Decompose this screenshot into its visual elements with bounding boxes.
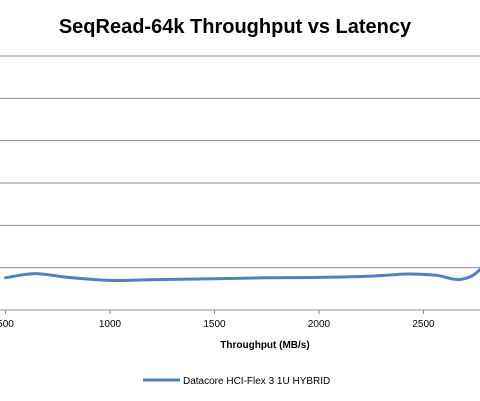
x-tick-label-2500: 2500 [412, 319, 435, 330]
series-layer [4, 267, 480, 282]
legend: Datacore HCI-Flex 3 1U HYBRID [143, 376, 330, 387]
chart-title: SeqRead-64k Throughput vs Latency [59, 16, 412, 38]
series-line-0 [4, 267, 480, 282]
gridlines [0, 55, 480, 269]
x-tick-label-1500: 1500 [203, 319, 226, 330]
x-tick-label-1000: 1000 [99, 319, 122, 330]
legend-label-0: Datacore HCI-Flex 3 1U HYBRID [183, 376, 330, 387]
x-tick-label-500: 500 [0, 319, 14, 330]
x-axis-label: Throughput (MB/s) [220, 340, 309, 351]
x-axis: 500 1000 1500 2000 2500 [0, 309, 480, 330]
x-tick-label-2000: 2000 [308, 319, 331, 330]
